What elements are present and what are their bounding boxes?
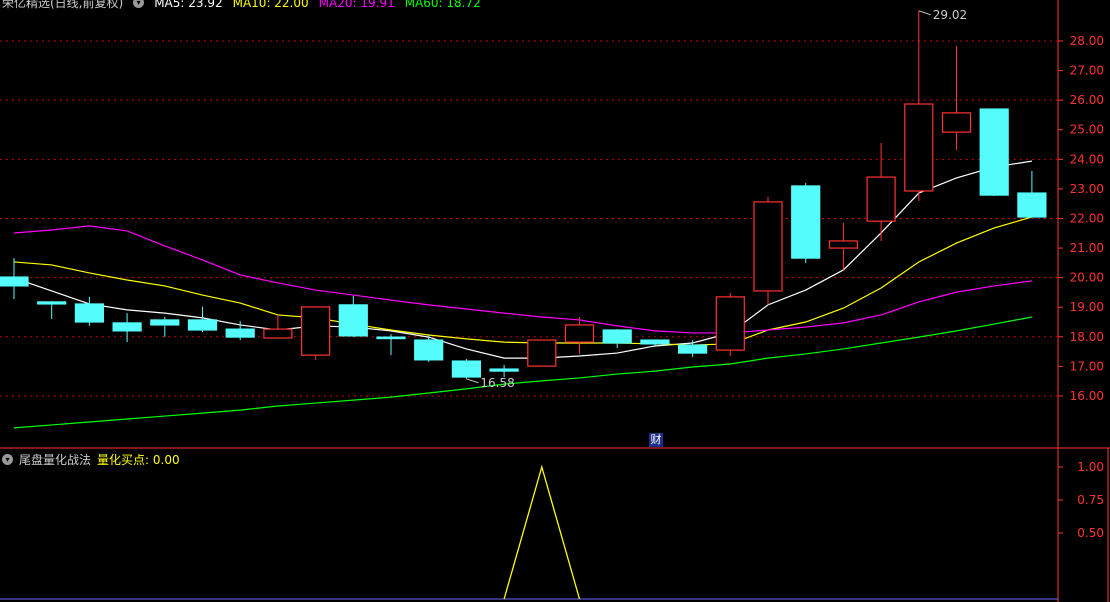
candle-down [677,344,708,354]
candle-down [1017,192,1047,218]
candle-down [489,368,519,372]
candle-up [941,112,972,133]
indicator-legend: ▾ 尾盘量化战法 量化买点: 0.00 [2,451,180,468]
ma60-line [13,316,1033,429]
ma5-label: MA5: 23.92 [154,0,223,10]
ma20-line [13,225,1032,334]
candle-down [225,328,255,338]
candle-up [828,240,859,249]
candle-down [602,329,632,344]
candle-down [414,339,444,361]
price-tick-label: 25.00 [1070,123,1104,137]
collapse-icon[interactable]: ▾ [2,454,13,465]
ma10-line [13,216,1033,346]
candle-down [376,336,406,340]
price-tick-label: 26.00 [1070,93,1104,107]
buy-signal-line [503,464,581,600]
candle-down [37,301,67,305]
candle-down [640,339,670,345]
price-tick-label: 18.00 [1070,330,1104,344]
candle-up [715,296,745,351]
candle-up [263,328,293,339]
candle-up [904,103,934,192]
candle-down [150,319,180,326]
candle-down [338,304,368,337]
candle-down [451,360,481,378]
price-tick-label: 24.00 [1070,152,1104,166]
ma60-label: MA60: 18.72 [404,0,481,10]
ma20-label: MA20: 19.91 [318,0,395,10]
candle-down [0,276,29,287]
main-legend: 荣亿精选(日线,前复权) ▾ MA5: 23.92 MA10: 22.00 MA… [2,0,481,11]
collapse-icon[interactable]: ▾ [133,0,145,8]
chart-title: 荣亿精选(日线,前复权) [2,0,124,10]
indicator-value: 量化买点: 0.00 [97,453,180,467]
candle-up [301,306,331,356]
candle-down [74,303,105,323]
candle-up [564,324,595,343]
price-tick-label: 20.00 [1070,271,1104,285]
indicator-tick-label: 1.00 [1077,460,1104,474]
candle-down [187,319,218,331]
candle-down [791,185,821,259]
indicator-tick-label: 0.50 [1077,526,1104,540]
price-tick-label: 21.00 [1070,241,1104,255]
indicator-tick-label: 0.75 [1077,493,1104,507]
ma10-label: MA10: 22.00 [232,0,309,10]
annotation-arrow [466,378,479,384]
low-price-label: 16.58 [480,376,514,390]
price-tick-label: 23.00 [1070,182,1104,196]
indicator-name[interactable]: 尾盘量化战法 [19,453,92,467]
price-tick-label: 17.00 [1070,359,1104,373]
high-price-label: 29.02 [933,8,967,22]
finance-badge[interactable]: 财 [649,433,663,447]
price-tick-label: 19.00 [1070,300,1104,314]
candle-up [753,201,783,292]
candle-down [979,108,1009,196]
candle-down [112,322,142,332]
price-tick-label: 27.00 [1070,64,1104,78]
price-tick-label: 16.00 [1070,389,1104,403]
price-tick-label: 28.00 [1070,34,1104,48]
candle-up [527,339,557,367]
annotation-arrow [918,10,931,16]
price-tick-label: 22.00 [1070,211,1104,225]
ma5-line [13,160,1032,359]
candle-up [866,176,896,222]
